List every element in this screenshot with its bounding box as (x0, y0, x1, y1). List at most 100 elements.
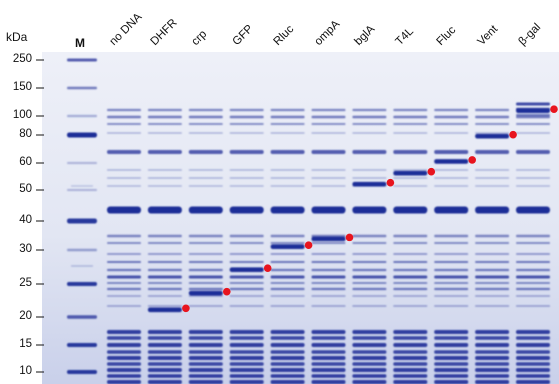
lane-band (270, 374, 305, 378)
lane-band (311, 374, 346, 378)
lane-band (311, 305, 346, 307)
lane-band (188, 132, 223, 134)
lane-band (352, 206, 387, 214)
lane-band (147, 268, 182, 272)
lane-band (229, 295, 264, 297)
lane-band (475, 234, 510, 238)
lane-band (393, 132, 428, 134)
lane-band (107, 261, 141, 263)
lane-band (107, 362, 141, 366)
lane-band (516, 132, 550, 134)
lane-band (475, 123, 510, 125)
lane-band (188, 206, 223, 214)
lane-band (352, 368, 387, 372)
expressed-protein-dot (345, 233, 354, 242)
lane-band (229, 185, 264, 187)
lane-band (107, 282, 141, 284)
lane-band (516, 253, 550, 255)
lane-band (434, 350, 469, 354)
lane-band (516, 102, 550, 106)
expressed-band (147, 307, 182, 313)
lane-band (393, 287, 428, 291)
lane-band (147, 123, 182, 125)
lane-band (475, 132, 510, 134)
lane-band (229, 115, 264, 119)
lane-band (475, 282, 510, 284)
lane-band (311, 295, 346, 297)
lane-band (434, 206, 469, 214)
lane-band (188, 253, 223, 255)
lane-band (475, 336, 510, 340)
lane-band (434, 234, 469, 238)
lane-band (107, 336, 141, 340)
lane-band (270, 115, 305, 119)
expressed-protein-dot (427, 167, 436, 176)
expressed-protein-dot (468, 156, 477, 164)
mw-marker-label: 100 (12, 109, 32, 121)
lane-band (434, 242, 469, 244)
lane-band (311, 330, 346, 334)
lane-band (393, 374, 428, 378)
lane-band (475, 253, 510, 255)
expressed-protein-dot (223, 287, 231, 296)
lane-band (516, 234, 550, 238)
lane-band (147, 132, 182, 134)
lane-band (229, 368, 264, 372)
lane-band (107, 185, 141, 187)
lane-band (352, 108, 387, 112)
lane-band (516, 150, 550, 154)
marker-band (67, 132, 97, 138)
lane-band (352, 275, 387, 279)
lane-band (188, 261, 223, 263)
lane-band (475, 287, 510, 291)
lane-band (188, 330, 223, 334)
lane-band (270, 380, 305, 384)
lane-band (270, 123, 305, 125)
lane-band (270, 295, 305, 297)
lane-band (107, 368, 141, 372)
marker-band (67, 58, 97, 62)
lane-band (434, 356, 469, 360)
lane-band (188, 268, 223, 272)
lane-band (516, 261, 550, 263)
lane-band (270, 356, 305, 360)
lane-band (107, 177, 141, 179)
lane-band (229, 177, 264, 179)
lane-band (475, 305, 510, 307)
lane-band (311, 287, 346, 291)
lane-band (393, 305, 428, 307)
lane-band (270, 343, 305, 347)
lane-band (475, 169, 510, 171)
mw-marker-label: 80 (19, 128, 32, 140)
lane-band (188, 362, 223, 366)
lane-band (516, 374, 550, 378)
marker-band (67, 218, 97, 224)
lane-band (311, 177, 346, 179)
lane-band (147, 169, 182, 171)
lane-band (229, 275, 264, 279)
lane-band (311, 253, 346, 255)
lane-band (188, 282, 223, 284)
lane-band (107, 115, 141, 119)
lane-band (434, 295, 469, 297)
lane-band (352, 305, 387, 307)
kda-unit-label: kDa (6, 30, 28, 44)
expressed-band (311, 236, 346, 242)
lane-band (229, 234, 264, 238)
lane-band (188, 380, 223, 384)
lane-band (147, 177, 182, 179)
lane-band (393, 282, 428, 284)
lane-band (229, 330, 264, 334)
expressed-band (393, 170, 428, 176)
lane-band (352, 132, 387, 134)
lane-band (516, 206, 550, 214)
lane-band (393, 253, 428, 255)
lane-band (311, 362, 346, 366)
lane-band (188, 343, 223, 347)
lane-band (270, 253, 305, 255)
marker-band (67, 86, 97, 90)
lane-band (229, 287, 264, 291)
lane-band (147, 150, 182, 154)
lane-band (434, 336, 469, 340)
lane-band (516, 123, 550, 125)
